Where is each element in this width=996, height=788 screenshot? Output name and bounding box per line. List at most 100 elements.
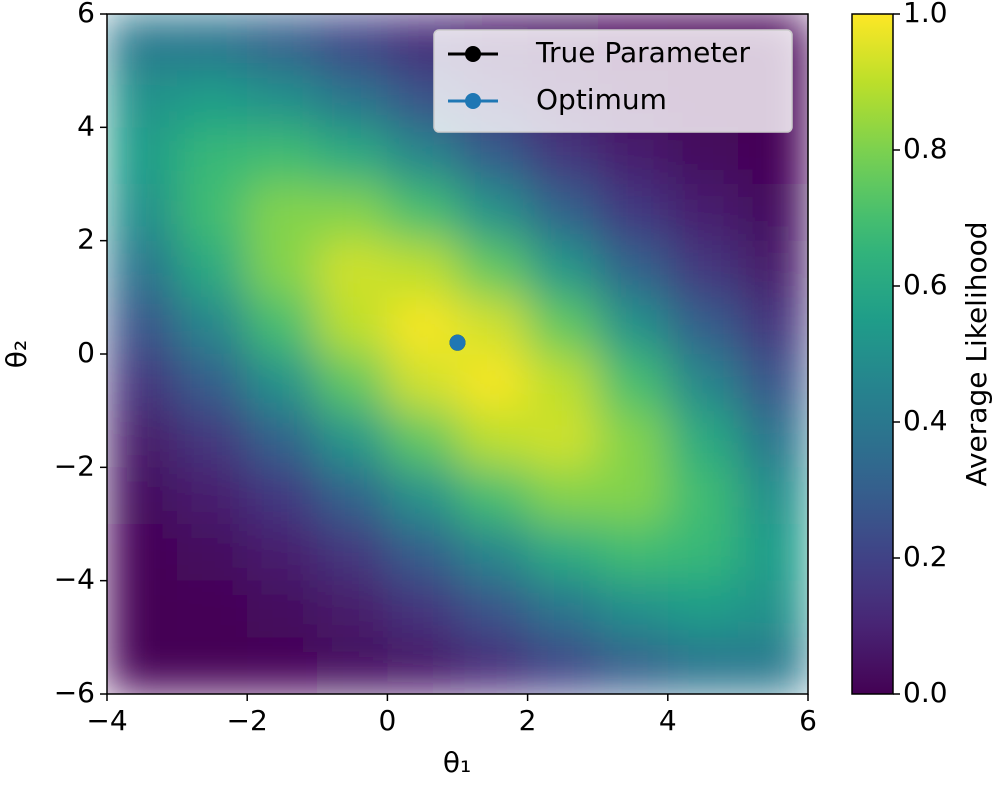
heat-cell: [667, 184, 739, 242]
heat-cell: [387, 467, 458, 525]
x-tick-label: 4: [659, 704, 677, 737]
heat-cell: [737, 524, 808, 582]
heat-cell: [737, 127, 808, 185]
heat-cell: [247, 637, 318, 694]
heat-cell: [107, 580, 178, 638]
heat-cell: [667, 297, 739, 355]
heat-cell: [177, 240, 248, 298]
colorbar-tick-label: 1.0: [903, 0, 948, 29]
heat-cell: [457, 410, 529, 468]
heat-cell: [317, 580, 388, 638]
scatter-point: [449, 334, 466, 351]
legend-marker: [465, 46, 481, 62]
x-tick-label: 6: [799, 704, 817, 737]
heat-cell: [387, 297, 458, 355]
heat-cell: [317, 14, 388, 72]
x-tick-label: −4: [86, 704, 127, 737]
heat-cell: [387, 240, 458, 298]
legend-label: Optimum: [536, 83, 667, 116]
heat-cell: [457, 637, 529, 694]
colorbar-tick-label: 0.8: [903, 132, 948, 165]
heat-cell: [107, 410, 178, 468]
x-tick-label: −2: [227, 704, 268, 737]
heat-cell: [667, 467, 739, 525]
colorbar-tick-label: 0.0: [903, 676, 948, 709]
heat-cell: [667, 240, 739, 298]
heat-cell: [527, 580, 599, 638]
heat-cell: [737, 410, 808, 468]
heat-cell: [387, 580, 458, 638]
heat-cell: [597, 297, 669, 355]
heat-cell: [317, 354, 388, 412]
heat-cell: [317, 467, 388, 525]
heat-cell: [177, 410, 248, 468]
heat-cell: [457, 580, 529, 638]
heat-cell: [107, 14, 178, 72]
heat-cell: [737, 354, 808, 412]
heat-cell: [107, 467, 178, 525]
colorbar-tick-label: 0.4: [903, 404, 948, 437]
heat-cell: [107, 184, 178, 242]
heat-cell: [457, 354, 529, 412]
heat-cell: [107, 637, 178, 694]
heat-cell: [177, 524, 248, 582]
heat-cell: [457, 524, 529, 582]
heat-cell: [737, 580, 808, 638]
heat-cell: [107, 70, 178, 128]
heat-cell: [317, 70, 388, 128]
heat-cell: [597, 637, 669, 694]
x-tick-label: 2: [519, 704, 537, 737]
legend-box: [433, 29, 793, 133]
heat-cell: [737, 240, 808, 298]
x-axis-label: θ₁: [443, 746, 471, 779]
colorbar: [851, 13, 894, 695]
colorbar-label: Average Likelihood: [960, 221, 993, 486]
heat-cell: [667, 637, 739, 694]
heat-cell: [107, 297, 178, 355]
heat-cell: [177, 297, 248, 355]
heat-cell: [457, 240, 529, 298]
heat-cell: [597, 410, 669, 468]
heat-cell: [737, 297, 808, 355]
heat-cell: [387, 524, 458, 582]
heat-cell: [317, 410, 388, 468]
heat-cell: [457, 467, 529, 525]
heat-cell: [527, 240, 599, 298]
heat-cell: [457, 184, 529, 242]
heat-cell: [597, 354, 669, 412]
heat-cell: [107, 127, 178, 185]
y-tick-label: 0: [77, 336, 95, 369]
heat-cell: [317, 184, 388, 242]
heat-cell: [247, 354, 318, 412]
heat-cell: [737, 467, 808, 525]
heat-cell: [457, 127, 529, 185]
heat-cell: [527, 410, 599, 468]
heat-cell: [317, 297, 388, 355]
heat-cell: [247, 580, 318, 638]
y-tick-label: 6: [77, 0, 95, 29]
heat-cell: [177, 70, 248, 128]
heat-cell: [177, 127, 248, 185]
heat-cell: [247, 127, 318, 185]
heat-cell: [247, 410, 318, 468]
heat-cell: [107, 240, 178, 298]
heat-cell: [107, 354, 178, 412]
heat-cell: [527, 467, 599, 525]
heat-cell: [667, 580, 739, 638]
heat-cell: [247, 524, 318, 582]
colorbar-tick-label: 0.2: [903, 540, 948, 573]
heat-cell: [527, 524, 599, 582]
heat-cell: [527, 184, 599, 242]
heat-cell: [177, 14, 248, 72]
heat-cell: [317, 127, 388, 185]
heat-cell: [387, 354, 458, 412]
heat-cell: [247, 240, 318, 298]
heat-cell: [667, 524, 739, 582]
heat-cell: [667, 410, 739, 468]
y-tick-label: −2: [54, 449, 95, 482]
heat-cell: [597, 240, 669, 298]
heat-cell: [177, 184, 248, 242]
heat-cell: [247, 297, 318, 355]
heat-cell: [387, 410, 458, 468]
